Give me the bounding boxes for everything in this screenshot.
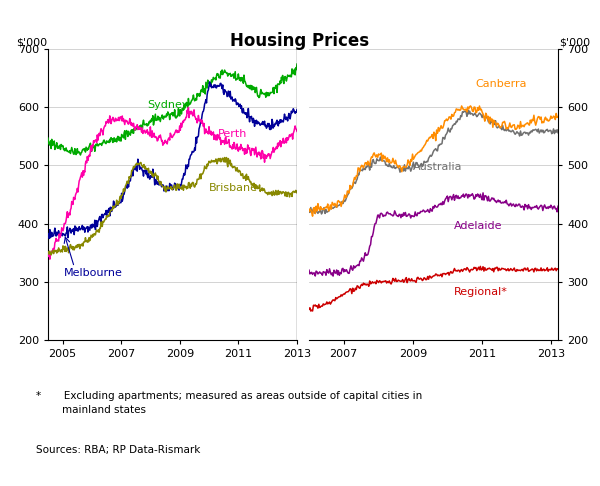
Text: Sources: RBA; RP Data-Rismark: Sources: RBA; RP Data-Rismark <box>36 445 200 455</box>
Text: Australia: Australia <box>413 162 462 172</box>
Text: Perth: Perth <box>218 129 247 139</box>
Text: $'000: $'000 <box>559 37 590 47</box>
Text: Housing Prices: Housing Prices <box>230 32 370 50</box>
Text: Sydney: Sydney <box>148 100 189 110</box>
Text: *       Excluding apartments; measured as areas outside of capital cities in
   : * Excluding apartments; measured as area… <box>36 391 422 415</box>
Text: Regional*: Regional* <box>454 287 508 297</box>
Text: Brisbane: Brisbane <box>209 184 258 193</box>
Text: Adelaide: Adelaide <box>454 222 503 231</box>
Text: $'000: $'000 <box>16 37 47 47</box>
Text: Canberra: Canberra <box>475 79 527 88</box>
Text: Melbourne: Melbourne <box>64 268 123 278</box>
